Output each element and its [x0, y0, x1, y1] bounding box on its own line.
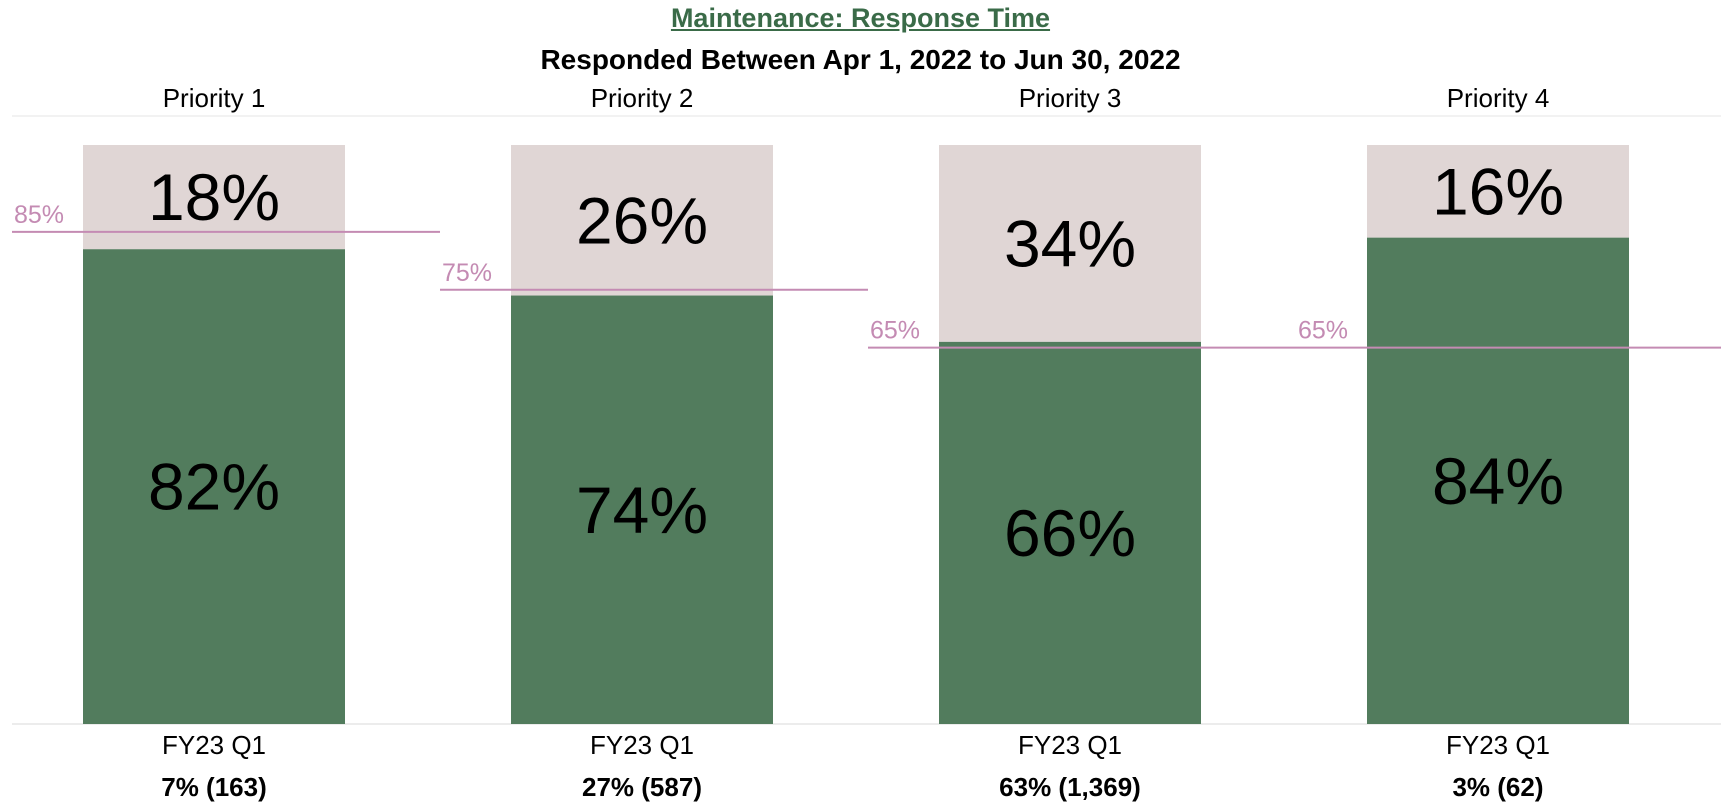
bar-on-time-label-priority-2: 74% [576, 473, 708, 547]
target-label-priority-1: 85% [14, 201, 64, 229]
share-label-priority-1: 7% (163) [161, 772, 267, 802]
category-label-priority-4: FY23 Q1 [1446, 730, 1550, 760]
category-label-priority-3: FY23 Q1 [1018, 730, 1122, 760]
bar-on-time-priority-1 [83, 249, 345, 724]
share-label-priority-2: 27% (587) [582, 772, 702, 802]
panel-title-priority-3: Priority 3 [1019, 83, 1122, 113]
panel-title-priority-1: Priority 1 [163, 83, 266, 113]
bar-remainder-priority-4 [1367, 145, 1629, 238]
bar-on-time-label-priority-1: 82% [148, 450, 280, 524]
bar-remainder-label-priority-4: 16% [1432, 154, 1564, 228]
bar-on-time-priority-4 [1367, 237, 1629, 724]
bar-remainder-priority-3 [939, 145, 1201, 342]
bar-remainder-priority-2 [511, 145, 773, 296]
chart-subtitle: Responded Between Apr 1, 2022 to Jun 30,… [540, 44, 1181, 75]
bar-remainder-label-priority-3: 34% [1004, 206, 1136, 280]
bar-on-time-label-priority-4: 84% [1432, 444, 1564, 518]
target-label-priority-3: 65% [870, 317, 920, 345]
category-label-priority-1: FY23 Q1 [162, 730, 266, 760]
chart-title: Maintenance: Response Time [670, 3, 1051, 33]
category-label-priority-2: FY23 Q1 [590, 730, 694, 760]
panel-title-priority-2: Priority 2 [591, 83, 694, 113]
bar-remainder-label-priority-2: 26% [576, 183, 708, 257]
panel-title-priority-4: Priority 4 [1447, 83, 1550, 113]
bar-on-time-label-priority-3: 66% [1004, 496, 1136, 570]
target-label-priority-4: 65% [1298, 317, 1348, 345]
target-label-priority-2: 75% [442, 259, 492, 287]
bar-remainder-label-priority-1: 18% [148, 160, 280, 234]
bar-on-time-priority-3 [939, 341, 1201, 724]
bar-on-time-priority-2 [511, 295, 773, 724]
share-label-priority-4: 3% (62) [1452, 772, 1543, 802]
share-label-priority-3: 63% (1,369) [999, 772, 1141, 802]
